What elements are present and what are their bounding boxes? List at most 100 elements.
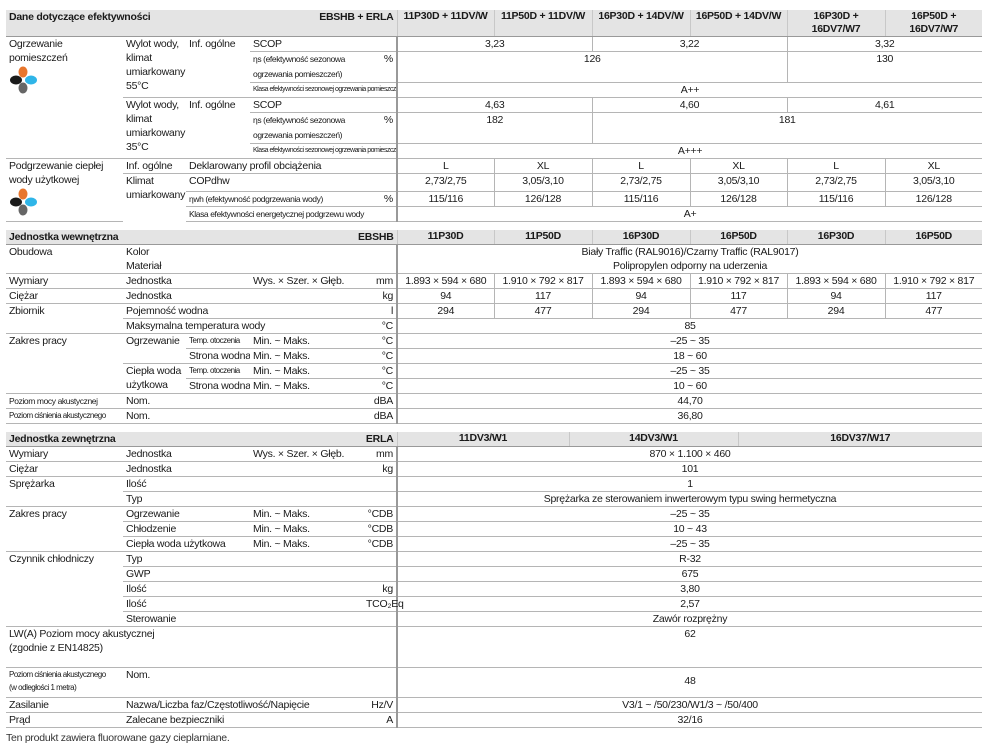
row-label: Chłodzenie (123, 521, 250, 537)
value: 94 (591, 288, 691, 304)
unit: kg (363, 581, 397, 597)
value: A++ (396, 82, 983, 98)
value: 44,70 (396, 393, 983, 409)
unit: % (363, 112, 398, 144)
row-label: Nom. (123, 393, 364, 409)
table-row: Sterowanie Zawór rozprężny (6, 611, 982, 627)
row-label: Jednostka (123, 446, 250, 462)
value: 115/116 (591, 191, 691, 207)
value: XL (884, 158, 983, 174)
value: 1.893 × 594 × 680 (786, 273, 886, 289)
table-row: Zakres pracy Ogrzewanie Temp. otoczenia … (6, 333, 983, 394)
general-label: Inf. ogólne (186, 36, 251, 98)
model-code: EBSHB + ERLA (250, 10, 398, 37)
value: 2,73/2,75 (786, 173, 886, 192)
column-header: 16P50D (884, 230, 983, 245)
table-row: ηs (efektywność sezonowa ogrzewania pomi… (6, 112, 983, 144)
table-row: Zasilanie Nazwa/Liczba faz/Częstotliwość… (6, 697, 982, 713)
table-row: Poziom ciśnienia akustycznego Nom. dBA 3… (6, 408, 983, 424)
table-row: Obudowa Kolor Biały Traffic (RAL9016)/Cz… (6, 244, 983, 274)
value: 870 × 1.100 × 460 (396, 446, 982, 462)
row-label: Strona wodna (186, 378, 251, 394)
row-label: Jednostka (123, 288, 364, 304)
table-row: Wymiary Jednostka Wys. × Szer. × Głęb. m… (6, 273, 983, 289)
row-label: Min. ~ Maks. (250, 363, 364, 379)
eta-wh-label: ηwh (efektywność podgrzewania wody) (186, 191, 364, 207)
table-row: Poziom ciśnienia akustycznego (w odległoś… (6, 667, 982, 698)
table-row: Chłodzenie Min. ~ Maks. °CDB 10 ~ 43 (6, 521, 982, 537)
column-header: 16DV37/W17 (737, 432, 982, 447)
value: 3,80 (396, 581, 982, 597)
value: V3/1 ~ /50/230/W1/3 ~ /50/400 (396, 697, 982, 713)
value: 126 (396, 51, 788, 83)
value: 294 (591, 303, 691, 319)
row-label: Sprężarka (6, 476, 123, 507)
model-code: EBSHB (250, 230, 398, 245)
column-header: 16P50D + 16DV7/W7 (884, 10, 983, 37)
condition-label: Wylot wody, klimat umiarkowany 55°C (123, 36, 186, 98)
row-label: Poziom ciśnienia akustycznego (w odległoś… (6, 667, 123, 698)
table-row: Strona wodna Min. ~ Maks. °C 18 ~ 60 (6, 348, 983, 364)
row-label: Wys. × Szer. × Głęb. (250, 273, 364, 289)
row-label: Ciężar (6, 461, 123, 477)
spec-sheet: Dane dotyczące efektywności EBSHB + ERLA… (6, 10, 983, 744)
column-header: 16P50D + 14DV/W (689, 10, 788, 37)
column-header: 16P30D + 16DV7/W7 (786, 10, 886, 37)
value: 117 (493, 288, 593, 304)
class-label: Klasa efektywności sezonowej ogrzewania … (250, 82, 398, 98)
table-row: Sprężarka Ilość 1 (6, 476, 982, 507)
table-row: Materiał Polipropylen odporny na uderzen… (6, 259, 983, 274)
value: 48 (396, 667, 982, 698)
value: 477 (689, 303, 788, 319)
table-row: Zakres pracy Ogrzewanie Min. ~ Maks. °CD… (6, 506, 982, 552)
row-label: Maksymalna temperatura wody (123, 318, 364, 334)
heat-pump-icon (10, 188, 37, 216)
table-row: Podgrzewanie ciepłej wody użytkowej Inf.… (6, 158, 983, 222)
value: L (786, 158, 886, 174)
value: –25 ~ 35 (396, 363, 983, 379)
general-label: Inf. ogólne (123, 158, 186, 174)
value: Polipropylen odporny na uderzenia (396, 259, 983, 274)
indoor-header: Jednostka wewnętrzna EBSHB 11P30D 11P50D… (6, 230, 983, 245)
unit: TCO₂Eq (363, 596, 404, 612)
value: A+ (396, 206, 983, 222)
row-label: Zbiornik (6, 303, 123, 334)
column-header: 11P30D (396, 230, 495, 245)
value: XL (689, 158, 788, 174)
value: 1.893 × 594 × 680 (591, 273, 691, 289)
table-row: Ciężar Jednostka kg 101 (6, 461, 982, 477)
unit: °C (363, 318, 398, 334)
value: 2,73/2,75 (591, 173, 691, 192)
row-label: Nom. (123, 667, 397, 698)
row-label: Ogrzewanie (123, 506, 250, 522)
value: Zawór rozprężny (396, 611, 982, 627)
row-label: Temp. otoczenia (186, 333, 251, 349)
table-row: Ciepła woda użytkowa Temp. otoczenia Min… (6, 363, 983, 394)
value: –25 ~ 35 (396, 536, 982, 552)
table-row: Maksymalna temperatura wody °C 85 (6, 318, 983, 334)
value: 94 (786, 288, 886, 304)
row-label: Ilość (123, 476, 397, 492)
outdoor-header: Jednostka zewnętrzna ERLA 11DV3/W1 14DV3… (6, 432, 982, 447)
value: 126/128 (493, 191, 593, 207)
column-header: 11P50D + 11DV/W (493, 10, 593, 37)
value: 477 (493, 303, 593, 319)
table-row: Klimat umiarkowany COPdhw 2,73/2,75 3,05… (6, 173, 983, 201)
unit: mm (363, 273, 398, 289)
unit: Hz/V (363, 697, 397, 713)
eta-s-label: ηs (efektywność sezonowa ogrzewania pomi… (250, 51, 364, 83)
value: 115/116 (786, 191, 886, 207)
table-row: Ciężar Jednostka kg 94 117 94 117 94 117 (6, 288, 983, 304)
value: Sprężarka ze sterowaniem inwerterowym ty… (396, 491, 982, 507)
row-label: Czynnik chłodniczy (6, 551, 123, 627)
footnote: Ten produkt zawiera fluorowane gazy ciep… (6, 732, 230, 744)
climate-label: Klimat umiarkowany (126, 175, 186, 201)
column-header: 16P30D (786, 230, 886, 245)
table-row: Wylot wody, klimat umiarkowany 35°C Inf.… (6, 97, 983, 159)
value: 94 (396, 288, 495, 304)
row-label: Ogrzewanie (123, 333, 186, 364)
value: –25 ~ 35 (396, 506, 982, 522)
row-label: Materiał (123, 259, 398, 274)
unit: °C (363, 378, 398, 394)
unit: A (363, 712, 397, 728)
